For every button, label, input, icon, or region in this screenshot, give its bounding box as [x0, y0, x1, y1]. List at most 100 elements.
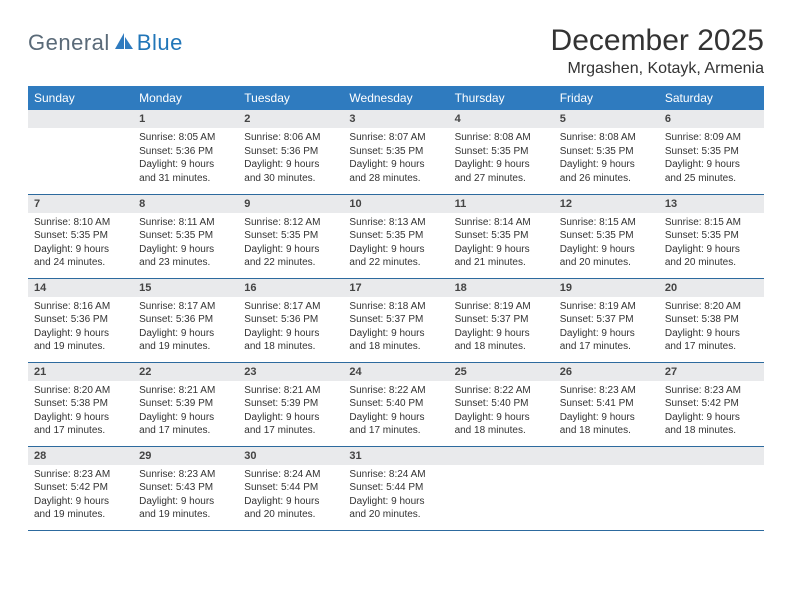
day-info: Sunrise: 8:10 AMSunset: 5:35 PMDaylight:…: [28, 213, 133, 274]
brand-part1: General: [28, 30, 110, 56]
calendar-day-cell: 17Sunrise: 8:18 AMSunset: 5:37 PMDayligh…: [343, 278, 448, 362]
day-number: 19: [554, 279, 659, 297]
calendar-day-cell: 31Sunrise: 8:24 AMSunset: 5:44 PMDayligh…: [343, 446, 448, 530]
day-info: Sunrise: 8:17 AMSunset: 5:36 PMDaylight:…: [238, 297, 343, 358]
day-info: Sunrise: 8:24 AMSunset: 5:44 PMDaylight:…: [238, 465, 343, 526]
month-title: December 2025: [551, 24, 764, 58]
day-info: Sunrise: 8:20 AMSunset: 5:38 PMDaylight:…: [659, 297, 764, 358]
day-number: 2: [238, 110, 343, 128]
calendar-day-cell: 15Sunrise: 8:17 AMSunset: 5:36 PMDayligh…: [133, 278, 238, 362]
day-number: 20: [659, 279, 764, 297]
header: General Blue December 2025 Mrgashen, Kot…: [28, 24, 764, 78]
calendar-day-cell: 3Sunrise: 8:07 AMSunset: 5:35 PMDaylight…: [343, 110, 448, 194]
day-number: 8: [133, 195, 238, 213]
day-info: Sunrise: 8:16 AMSunset: 5:36 PMDaylight:…: [28, 297, 133, 358]
day-number: 25: [449, 363, 554, 381]
day-number-empty: [28, 110, 133, 128]
day-info: Sunrise: 8:19 AMSunset: 5:37 PMDaylight:…: [554, 297, 659, 358]
day-info: Sunrise: 8:20 AMSunset: 5:38 PMDaylight:…: [28, 381, 133, 442]
day-info: Sunrise: 8:11 AMSunset: 5:35 PMDaylight:…: [133, 213, 238, 274]
weekday-header: Monday: [133, 86, 238, 110]
weekday-header: Tuesday: [238, 86, 343, 110]
calendar-week-row: 7Sunrise: 8:10 AMSunset: 5:35 PMDaylight…: [28, 194, 764, 278]
location-text: Mrgashen, Kotayk, Armenia: [551, 60, 764, 78]
weekday-header: Saturday: [659, 86, 764, 110]
weekday-header-row: SundayMondayTuesdayWednesdayThursdayFrid…: [28, 86, 764, 110]
calendar-day-cell: [554, 446, 659, 530]
day-info: Sunrise: 8:23 AMSunset: 5:41 PMDaylight:…: [554, 381, 659, 442]
weekday-header: Sunday: [28, 86, 133, 110]
calendar-week-row: 28Sunrise: 8:23 AMSunset: 5:42 PMDayligh…: [28, 446, 764, 530]
weekday-header: Thursday: [449, 86, 554, 110]
brand-sail-icon: [113, 31, 135, 56]
day-number: 27: [659, 363, 764, 381]
day-number: 4: [449, 110, 554, 128]
calendar-day-cell: 29Sunrise: 8:23 AMSunset: 5:43 PMDayligh…: [133, 446, 238, 530]
calendar-day-cell: 5Sunrise: 8:08 AMSunset: 5:35 PMDaylight…: [554, 110, 659, 194]
day-number-empty: [659, 447, 764, 465]
calendar-day-cell: 21Sunrise: 8:20 AMSunset: 5:38 PMDayligh…: [28, 362, 133, 446]
calendar-week-row: 1Sunrise: 8:05 AMSunset: 5:36 PMDaylight…: [28, 110, 764, 194]
day-info: Sunrise: 8:21 AMSunset: 5:39 PMDaylight:…: [133, 381, 238, 442]
day-number: 18: [449, 279, 554, 297]
calendar-day-cell: 6Sunrise: 8:09 AMSunset: 5:35 PMDaylight…: [659, 110, 764, 194]
day-number: 16: [238, 279, 343, 297]
calendar-body: 1Sunrise: 8:05 AMSunset: 5:36 PMDaylight…: [28, 110, 764, 530]
day-info: Sunrise: 8:12 AMSunset: 5:35 PMDaylight:…: [238, 213, 343, 274]
day-number: 29: [133, 447, 238, 465]
calendar-day-cell: 30Sunrise: 8:24 AMSunset: 5:44 PMDayligh…: [238, 446, 343, 530]
calendar-day-cell: 28Sunrise: 8:23 AMSunset: 5:42 PMDayligh…: [28, 446, 133, 530]
day-number: 12: [554, 195, 659, 213]
calendar-day-cell: 4Sunrise: 8:08 AMSunset: 5:35 PMDaylight…: [449, 110, 554, 194]
calendar-day-cell: 26Sunrise: 8:23 AMSunset: 5:41 PMDayligh…: [554, 362, 659, 446]
day-number-empty: [554, 447, 659, 465]
day-info: Sunrise: 8:08 AMSunset: 5:35 PMDaylight:…: [449, 128, 554, 189]
calendar-day-cell: 16Sunrise: 8:17 AMSunset: 5:36 PMDayligh…: [238, 278, 343, 362]
calendar-day-cell: 20Sunrise: 8:20 AMSunset: 5:38 PMDayligh…: [659, 278, 764, 362]
day-number: 5: [554, 110, 659, 128]
calendar-day-cell: 19Sunrise: 8:19 AMSunset: 5:37 PMDayligh…: [554, 278, 659, 362]
brand-part2: Blue: [137, 30, 183, 56]
day-number: 30: [238, 447, 343, 465]
calendar-day-cell: 27Sunrise: 8:23 AMSunset: 5:42 PMDayligh…: [659, 362, 764, 446]
day-number: 26: [554, 363, 659, 381]
day-number: 22: [133, 363, 238, 381]
brand-logo: General Blue: [28, 30, 183, 56]
calendar-day-cell: 8Sunrise: 8:11 AMSunset: 5:35 PMDaylight…: [133, 194, 238, 278]
day-info: Sunrise: 8:22 AMSunset: 5:40 PMDaylight:…: [343, 381, 448, 442]
weekday-header: Friday: [554, 86, 659, 110]
calendar-week-row: 21Sunrise: 8:20 AMSunset: 5:38 PMDayligh…: [28, 362, 764, 446]
day-info: Sunrise: 8:15 AMSunset: 5:35 PMDaylight:…: [554, 213, 659, 274]
day-number: 23: [238, 363, 343, 381]
day-number: 14: [28, 279, 133, 297]
calendar-day-cell: 22Sunrise: 8:21 AMSunset: 5:39 PMDayligh…: [133, 362, 238, 446]
day-info: Sunrise: 8:08 AMSunset: 5:35 PMDaylight:…: [554, 128, 659, 189]
day-info: Sunrise: 8:23 AMSunset: 5:43 PMDaylight:…: [133, 465, 238, 526]
day-number: 7: [28, 195, 133, 213]
title-block: December 2025 Mrgashen, Kotayk, Armenia: [551, 24, 764, 78]
calendar-day-cell: 12Sunrise: 8:15 AMSunset: 5:35 PMDayligh…: [554, 194, 659, 278]
calendar-day-cell: 2Sunrise: 8:06 AMSunset: 5:36 PMDaylight…: [238, 110, 343, 194]
calendar-day-cell: [659, 446, 764, 530]
calendar-day-cell: [449, 446, 554, 530]
day-info: Sunrise: 8:24 AMSunset: 5:44 PMDaylight:…: [343, 465, 448, 526]
day-info: Sunrise: 8:07 AMSunset: 5:35 PMDaylight:…: [343, 128, 448, 189]
day-info: Sunrise: 8:19 AMSunset: 5:37 PMDaylight:…: [449, 297, 554, 358]
calendar-day-cell: 7Sunrise: 8:10 AMSunset: 5:35 PMDaylight…: [28, 194, 133, 278]
calendar-day-cell: 23Sunrise: 8:21 AMSunset: 5:39 PMDayligh…: [238, 362, 343, 446]
day-info: Sunrise: 8:13 AMSunset: 5:35 PMDaylight:…: [343, 213, 448, 274]
day-info: Sunrise: 8:17 AMSunset: 5:36 PMDaylight:…: [133, 297, 238, 358]
day-number: 24: [343, 363, 448, 381]
calendar-day-cell: 14Sunrise: 8:16 AMSunset: 5:36 PMDayligh…: [28, 278, 133, 362]
calendar-day-cell: 9Sunrise: 8:12 AMSunset: 5:35 PMDaylight…: [238, 194, 343, 278]
day-info: Sunrise: 8:06 AMSunset: 5:36 PMDaylight:…: [238, 128, 343, 189]
day-info: Sunrise: 8:14 AMSunset: 5:35 PMDaylight:…: [449, 213, 554, 274]
calendar-day-cell: [28, 110, 133, 194]
day-number: 9: [238, 195, 343, 213]
day-number: 17: [343, 279, 448, 297]
calendar-day-cell: 24Sunrise: 8:22 AMSunset: 5:40 PMDayligh…: [343, 362, 448, 446]
day-info: Sunrise: 8:18 AMSunset: 5:37 PMDaylight:…: [343, 297, 448, 358]
day-number: 1: [133, 110, 238, 128]
day-number: 6: [659, 110, 764, 128]
calendar-day-cell: 25Sunrise: 8:22 AMSunset: 5:40 PMDayligh…: [449, 362, 554, 446]
